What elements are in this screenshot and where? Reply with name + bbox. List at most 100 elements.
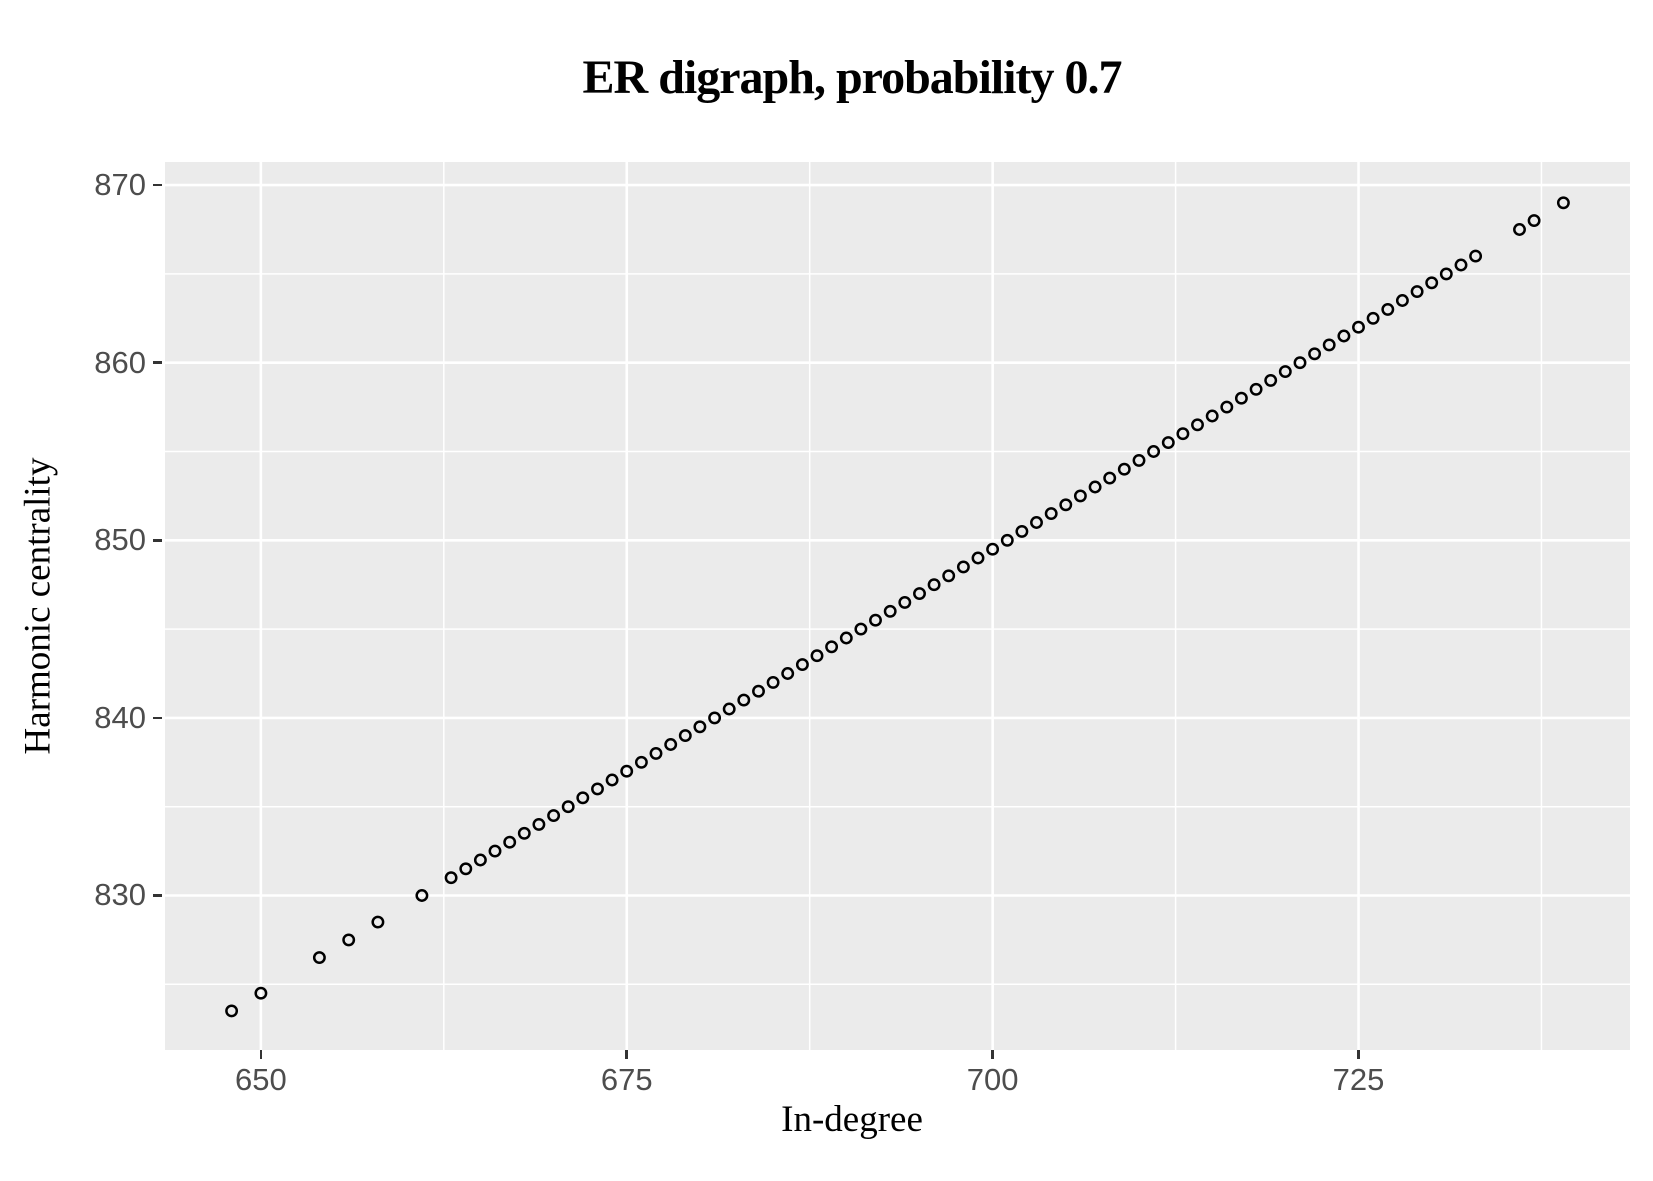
data-point	[473, 853, 487, 867]
data-point	[1527, 214, 1541, 228]
y-tick-mark	[153, 538, 162, 542]
y-tick-label: 830	[94, 877, 146, 913]
data-point	[1073, 489, 1087, 503]
x-tick-label: 675	[600, 1062, 653, 1097]
x-tick-mark	[991, 1050, 994, 1059]
data-point	[605, 773, 619, 787]
data-point	[1308, 347, 1322, 361]
data-point	[1366, 311, 1380, 325]
data-point	[942, 569, 956, 583]
x-tick-mark	[625, 1050, 629, 1059]
data-point	[1439, 267, 1453, 281]
y-tick-mark	[153, 894, 162, 897]
data-point	[532, 817, 546, 831]
data-point	[1234, 391, 1248, 405]
data-point	[488, 844, 502, 858]
y-tick-mark	[153, 183, 162, 187]
data-point	[1015, 524, 1029, 538]
data-point	[254, 986, 268, 1000]
data-point	[1395, 294, 1409, 307]
data-point	[1161, 436, 1175, 450]
data-point	[1513, 223, 1526, 236]
data-point	[312, 951, 326, 965]
data-point	[1030, 516, 1043, 529]
data-point	[810, 649, 824, 663]
data-point	[342, 933, 356, 947]
data-point	[986, 542, 1000, 556]
data-point	[1249, 382, 1263, 396]
data-point	[1381, 302, 1395, 316]
data-point	[1191, 418, 1204, 432]
y-tick-label: 860	[94, 344, 146, 380]
data-point	[1556, 196, 1570, 210]
data-point	[634, 755, 648, 769]
data-point	[561, 800, 575, 814]
data-point	[225, 1004, 239, 1018]
data-point	[898, 595, 912, 609]
data-point	[591, 782, 604, 796]
data-point	[1410, 285, 1424, 299]
data-point	[664, 738, 678, 751]
data-point	[781, 667, 795, 680]
data-point	[459, 862, 473, 876]
data-point	[1293, 356, 1307, 370]
data-point	[371, 915, 385, 929]
data-point	[927, 578, 941, 592]
plot-panel	[165, 162, 1630, 1050]
data-point	[752, 684, 765, 698]
data-point	[1059, 498, 1073, 512]
x-axis-title: In-degree	[781, 1099, 923, 1140]
data-point	[1205, 409, 1219, 423]
data-point	[620, 764, 634, 778]
data-point	[517, 826, 531, 840]
data-point	[503, 835, 517, 849]
x-tick-label: 725	[1332, 1062, 1385, 1097]
plot-title: ER digraph, probability 0.7	[582, 51, 1123, 104]
data-point	[1352, 320, 1365, 334]
data-point	[795, 658, 809, 672]
data-point	[766, 675, 780, 689]
y-tick-label: 840	[94, 699, 146, 735]
y-tick-label: 870	[94, 167, 146, 203]
data-point	[547, 809, 561, 823]
y-tick-label: 850	[94, 522, 146, 558]
data-point	[722, 702, 736, 716]
data-point	[415, 889, 429, 902]
data-point	[649, 746, 663, 760]
data-point	[1322, 338, 1336, 352]
data-point	[693, 720, 707, 734]
data-point	[854, 622, 868, 636]
data-point	[956, 560, 970, 574]
data-point	[1454, 258, 1468, 272]
scatter-plot-svg	[165, 162, 1630, 1050]
data-point	[1132, 453, 1146, 467]
data-point	[1088, 480, 1102, 494]
data-point	[444, 871, 458, 885]
data-point	[913, 587, 926, 601]
x-tick-mark	[259, 1050, 263, 1059]
data-point	[1044, 507, 1058, 521]
data-point	[883, 604, 897, 618]
data-point	[1264, 373, 1278, 387]
y-tick-mark	[153, 361, 162, 364]
x-tick-mark	[1357, 1050, 1360, 1059]
data-point	[971, 551, 985, 565]
data-point	[1147, 445, 1161, 458]
data-point	[1117, 462, 1131, 476]
data-point	[869, 613, 882, 627]
data-point	[1103, 471, 1117, 485]
data-point	[678, 729, 692, 743]
data-point	[1000, 533, 1014, 547]
data-point	[708, 711, 722, 725]
data-point	[1469, 249, 1483, 263]
data-point	[1176, 427, 1190, 441]
y-tick-mark	[153, 716, 162, 720]
x-tick-label: 700	[966, 1062, 1019, 1097]
data-point	[576, 791, 590, 805]
x-tick-label: 650	[234, 1062, 287, 1097]
data-point	[737, 693, 751, 707]
data-point	[1278, 365, 1292, 379]
data-point	[1220, 400, 1234, 414]
data-point	[1425, 276, 1439, 290]
